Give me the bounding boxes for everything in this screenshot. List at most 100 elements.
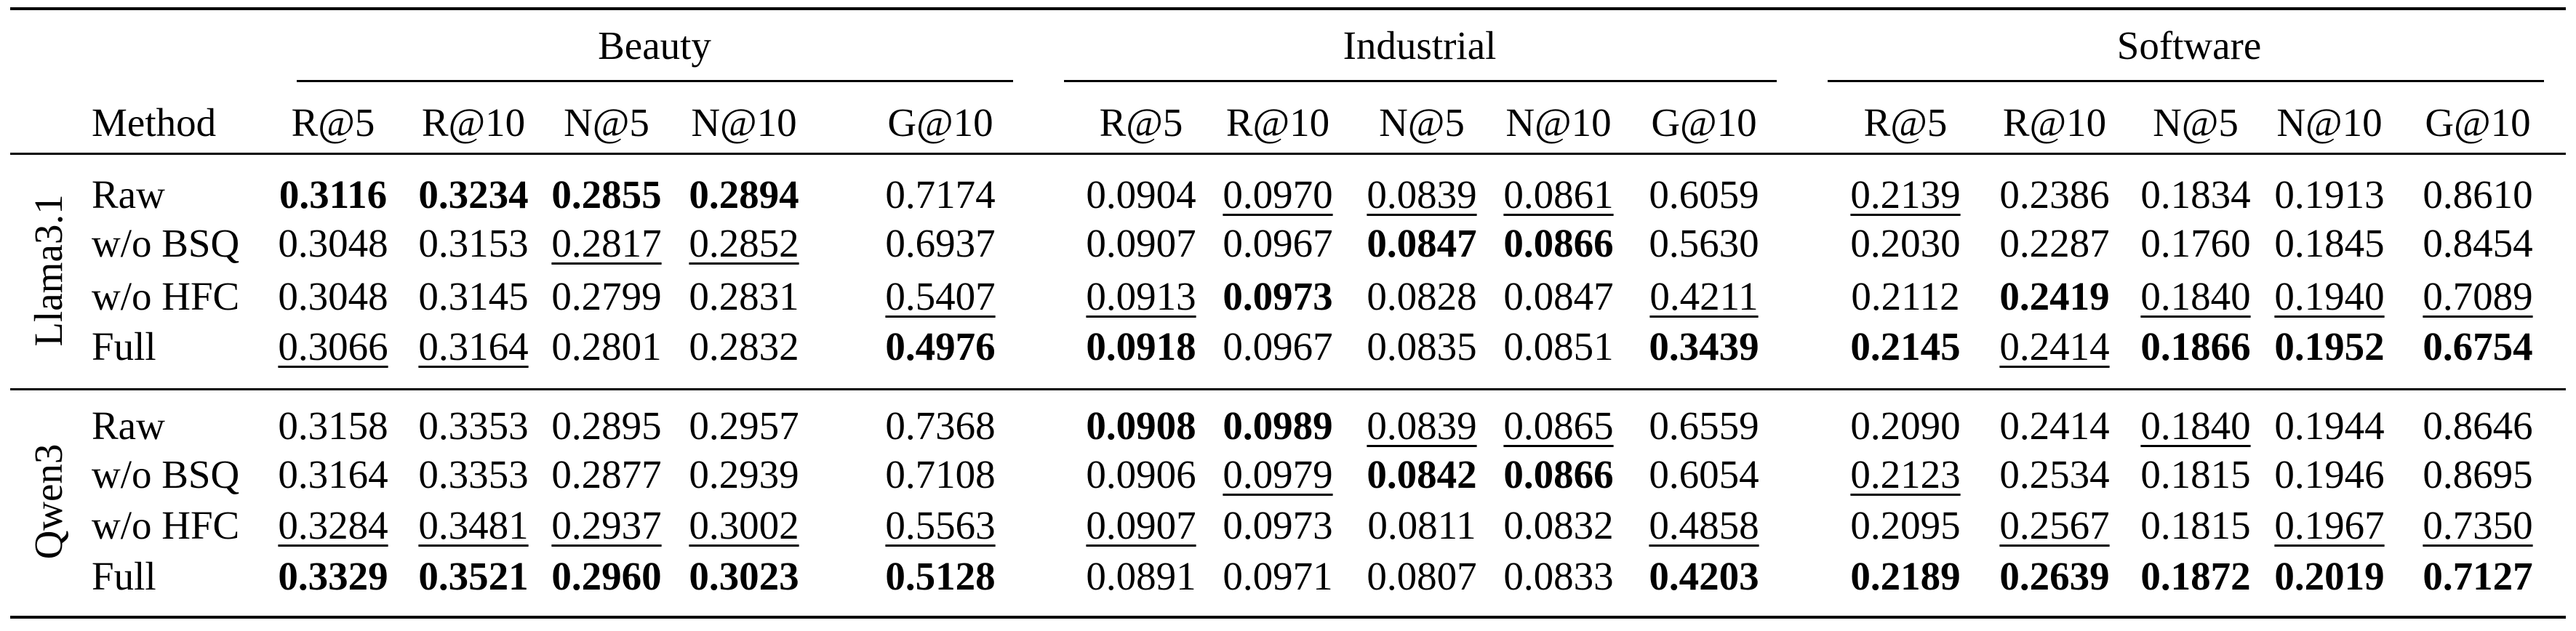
table-cell: 0.3481: [418, 503, 529, 547]
table-cell: 0.1946: [2274, 452, 2385, 497]
table-cell: 0.2095: [1850, 503, 1961, 547]
table-cell: 0.0866: [1503, 452, 1614, 497]
table-cell: 0.1872: [2140, 554, 2251, 598]
table-cell: 0.0847: [1503, 274, 1614, 318]
table-cell: 0.1913: [2274, 172, 2385, 217]
table-cell: 0.0866: [1503, 221, 1614, 265]
bottom-rule: [10, 616, 2566, 619]
table-cell: 0.0839: [1367, 172, 1477, 217]
table-cell: 0.2852: [689, 221, 799, 265]
table-cell: 0.0979: [1223, 452, 1333, 497]
table-cell: 0.3066: [278, 324, 388, 369]
table-cell: 0.2832: [689, 324, 799, 369]
metric-header-n-at-10: N@10: [691, 100, 797, 145]
table-cell: 0.2894: [689, 172, 799, 217]
table-cell: 0.1815: [2140, 503, 2251, 547]
table-cell: 0.0807: [1367, 554, 1477, 598]
table-cell: 0.0973: [1223, 274, 1333, 318]
method-label: Raw: [92, 403, 165, 448]
table-cell: 0.3153: [418, 221, 529, 265]
table-cell: 0.6054: [1649, 452, 1759, 497]
table-cell: 0.6059: [1649, 172, 1759, 217]
table-cell: 0.3158: [278, 403, 388, 448]
metric-header-n-at-10: N@10: [2276, 100, 2383, 145]
table-cell: 0.7127: [2423, 554, 2533, 598]
table-cell: 0.5563: [885, 503, 996, 547]
table-cell: 0.8646: [2423, 403, 2533, 448]
table-cell: 0.0865: [1503, 403, 1614, 448]
table-cell: 0.3048: [278, 221, 388, 265]
metric-header-g-at-10: G@10: [2425, 100, 2531, 145]
table-cell: 0.2799: [551, 274, 662, 318]
table-cell: 0.1815: [2140, 452, 2251, 497]
table-cell: 0.2189: [1850, 554, 1961, 598]
table-cell: 0.8610: [2423, 172, 2533, 217]
table-cell: 0.1967: [2274, 503, 2385, 547]
table-cell: 0.1760: [2140, 221, 2251, 265]
table-cell: 0.1940: [2274, 274, 2385, 318]
table-cell: 0.2639: [1999, 554, 2110, 598]
table-cell: 0.0913: [1086, 274, 1196, 318]
table-cell: 0.2937: [551, 503, 662, 547]
table-cell: 0.0908: [1086, 403, 1196, 448]
method-label: w/o HFC: [92, 274, 240, 318]
method-label: Full: [92, 554, 156, 598]
top-rule: [10, 7, 2566, 10]
metric-header-r-at-5: R@5: [1863, 100, 1948, 145]
group-header-software: Software: [2116, 23, 2262, 68]
table-cell: 0.6754: [2423, 324, 2533, 369]
model-label-llama3.1: Llama3.1: [26, 194, 71, 347]
table-cell: 0.7089: [2423, 274, 2533, 318]
method-column-header: Method: [92, 100, 217, 145]
table-cell: 0.7174: [885, 172, 996, 217]
table-cell: 0.0970: [1223, 172, 1333, 217]
table-cell: 0.0967: [1223, 221, 1333, 265]
metric-header-r-at-10: R@10: [2002, 100, 2107, 145]
table-cell: 0.8454: [2423, 221, 2533, 265]
table-cell: 0.0918: [1086, 324, 1196, 369]
table-cell: 0.4976: [885, 324, 996, 369]
table-cell: 0.2855: [551, 172, 662, 217]
table-cell: 0.5630: [1649, 221, 1759, 265]
metric-header-n-at-5: N@5: [564, 100, 649, 145]
model-label-qwen3: Qwen3: [26, 443, 71, 560]
metric-header-n-at-5: N@5: [2153, 100, 2239, 145]
table-cell: 0.0851: [1503, 324, 1614, 369]
table-cell: 0.2419: [1999, 274, 2110, 318]
method-label: w/o HFC: [92, 503, 240, 547]
table-cell: 0.3234: [418, 172, 529, 217]
table-cell: 0.2895: [551, 403, 662, 448]
table-cell: 0.3023: [689, 554, 799, 598]
block-separator-rule: [10, 388, 2566, 390]
method-label: w/o BSQ: [92, 452, 240, 497]
table-cell: 0.2386: [1999, 172, 2110, 217]
table-cell: 0.0835: [1367, 324, 1477, 369]
table-cell: 0.4211: [1649, 274, 1759, 318]
header-rule: [10, 153, 2566, 155]
table-cell: 0.8695: [2423, 452, 2533, 497]
table-cell: 0.2877: [551, 452, 662, 497]
table-cell: 0.2534: [1999, 452, 2110, 497]
table-cell: 0.1944: [2274, 403, 2385, 448]
table-cell: 0.2139: [1850, 172, 1961, 217]
table-cell: 0.0971: [1223, 554, 1333, 598]
table-cell: 0.1866: [2140, 324, 2251, 369]
metric-header-r-at-10: R@10: [421, 100, 526, 145]
metric-header-g-at-10: G@10: [1651, 100, 1757, 145]
table-cell: 0.2831: [689, 274, 799, 318]
table-cell: 0.2567: [1999, 503, 2110, 547]
metric-header-n-at-5: N@5: [1379, 100, 1465, 145]
method-label: Raw: [92, 172, 165, 217]
table-cell: 0.3145: [418, 274, 529, 318]
table-cell: 0.2287: [1999, 221, 2110, 265]
group-header-industrial: Industrial: [1343, 23, 1497, 68]
table-cell: 0.0839: [1367, 403, 1477, 448]
table-cell: 0.1834: [2140, 172, 2251, 217]
table-cell: 0.2145: [1850, 324, 1961, 369]
table-cell: 0.0967: [1223, 324, 1333, 369]
table-cell: 0.2019: [2274, 554, 2385, 598]
table-cell: 0.3521: [418, 554, 529, 598]
table-cell: 0.2112: [1851, 274, 1960, 318]
table-cell: 0.2030: [1850, 221, 1961, 265]
